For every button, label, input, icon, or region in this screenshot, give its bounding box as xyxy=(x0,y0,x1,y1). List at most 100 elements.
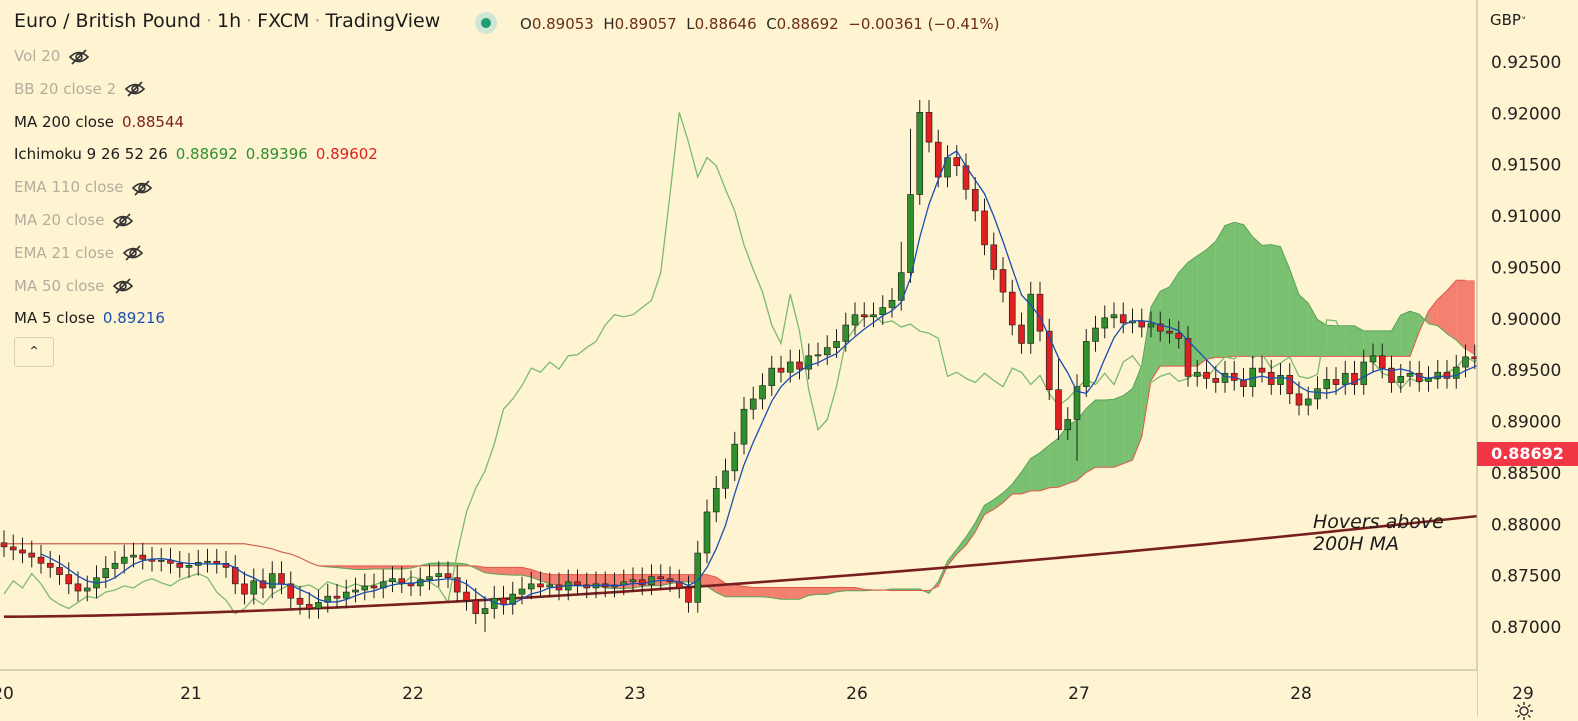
ichimoku-cloud-segment xyxy=(1086,400,1095,472)
ichimoku-cloud-segment xyxy=(1197,250,1206,366)
candle-body xyxy=(519,589,525,594)
candle-body xyxy=(908,195,914,273)
ichimoku-cloud-segment xyxy=(753,587,762,596)
interval-label[interactable]: 1h xyxy=(217,10,241,32)
ichimoku-cloud-segment xyxy=(1049,438,1058,488)
candle-body xyxy=(29,553,35,557)
indicator-value: 0.89216 xyxy=(103,309,165,327)
candle-body xyxy=(316,602,322,608)
candle-body xyxy=(501,598,507,604)
candle-body xyxy=(103,568,109,577)
candle-body xyxy=(1139,321,1145,327)
candle-body xyxy=(1093,328,1099,341)
hidden-eye-icon[interactable] xyxy=(122,245,144,261)
hidden-eye-icon[interactable] xyxy=(112,278,134,294)
candle-body xyxy=(158,560,164,561)
ichimoku-cloud-segment xyxy=(1345,326,1354,357)
candle-body xyxy=(251,581,257,594)
ichimoku-cloud-segment xyxy=(1207,241,1216,359)
candle-body xyxy=(1370,356,1376,362)
candle-body xyxy=(399,579,405,583)
candle-body xyxy=(205,561,211,562)
candle-body xyxy=(1407,373,1413,376)
hidden-eye-icon[interactable] xyxy=(112,213,134,229)
price-tick-label: 0.87000 xyxy=(1491,618,1561,638)
candle-body xyxy=(482,609,488,614)
indicator-row[interactable]: BB 20 close 2 xyxy=(14,78,146,100)
indicator-row[interactable]: EMA 21 close xyxy=(14,242,144,264)
candle-body xyxy=(824,348,830,355)
time-tick-label: 22 xyxy=(402,684,424,704)
ichimoku-cloud-segment xyxy=(781,587,790,599)
candle-body xyxy=(1444,372,1450,378)
candle-body xyxy=(1056,390,1062,430)
candle-body xyxy=(982,211,988,245)
candle-body xyxy=(843,325,849,341)
currency-selector[interactable]: GBP˅ xyxy=(1490,11,1526,29)
market-status-icon xyxy=(475,12,497,34)
settings-gear-icon[interactable] xyxy=(1514,701,1534,721)
hidden-eye-icon[interactable] xyxy=(131,180,153,196)
candle-body xyxy=(371,586,377,588)
ichimoku-cloud-segment xyxy=(1401,311,1410,356)
ichimoku-cloud-segment xyxy=(1271,245,1280,357)
price-tick-label: 0.87500 xyxy=(1491,567,1561,587)
indicator-label: MA 50 close xyxy=(14,277,104,295)
time-tick-label: 26 xyxy=(846,684,868,704)
candle-body xyxy=(991,245,997,270)
indicator-label: MA 200 close xyxy=(14,113,114,131)
candle-body xyxy=(1241,380,1247,386)
ichimoku-cloud-segment xyxy=(1327,325,1336,356)
candle-body xyxy=(1102,318,1108,328)
candle-body xyxy=(1342,373,1348,384)
price-tick-label: 0.88000 xyxy=(1491,515,1561,535)
hidden-eye-icon[interactable] xyxy=(68,49,90,65)
candle-body xyxy=(797,362,803,369)
time-tick-label: 28 xyxy=(1290,684,1312,704)
ichimoku-cloud-segment xyxy=(1234,222,1243,356)
candle-body xyxy=(47,563,53,567)
symbol-name: Euro / British Pound xyxy=(14,10,201,32)
candle-body xyxy=(1361,362,1367,385)
price-tick-label: 0.88500 xyxy=(1491,464,1561,484)
candle-body xyxy=(538,584,544,587)
indicator-row[interactable]: MA 50 close xyxy=(14,275,134,297)
candle-body xyxy=(186,565,192,567)
candle-body xyxy=(935,142,941,177)
candle-body xyxy=(343,592,349,598)
ichimoku-cloud-segment xyxy=(1123,389,1132,464)
symbol-header[interactable]: Euro / British Pound·1h·FXCM·TradingView xyxy=(14,10,440,32)
candle-body xyxy=(390,579,396,582)
candle-body xyxy=(1065,419,1071,429)
time-tick-label: 27 xyxy=(1068,684,1090,704)
candle-body xyxy=(436,574,442,577)
candle-body xyxy=(575,582,581,585)
hidden-eye-icon[interactable] xyxy=(124,81,146,97)
candle-body xyxy=(723,471,729,488)
indicator-row[interactable]: EMA 110 close xyxy=(14,176,153,198)
indicator-row[interactable]: MA 20 close xyxy=(14,209,134,231)
chevron-up-icon: ⌃ xyxy=(28,344,40,360)
candle-body xyxy=(1259,368,1265,372)
candle-body xyxy=(242,584,248,594)
candle-body xyxy=(121,557,127,563)
candle-body xyxy=(1453,367,1459,378)
candle-body xyxy=(1148,324,1154,327)
candle-body xyxy=(112,563,118,568)
ichimoku-cloud-segment xyxy=(356,566,365,570)
indicator-row[interactable]: Vol 20 xyxy=(14,45,90,67)
candle-body xyxy=(362,586,368,590)
collapse-legend-button[interactable]: ⌃ xyxy=(14,337,54,367)
candle-body xyxy=(131,555,137,557)
candle-body xyxy=(917,112,923,194)
ichimoku-cloud-segment xyxy=(790,587,799,599)
candle-body xyxy=(66,575,72,584)
platform-name: TradingView xyxy=(325,10,440,32)
ichimoku-cloud-segment xyxy=(1382,331,1391,356)
time-tick-label: 23 xyxy=(624,684,646,704)
